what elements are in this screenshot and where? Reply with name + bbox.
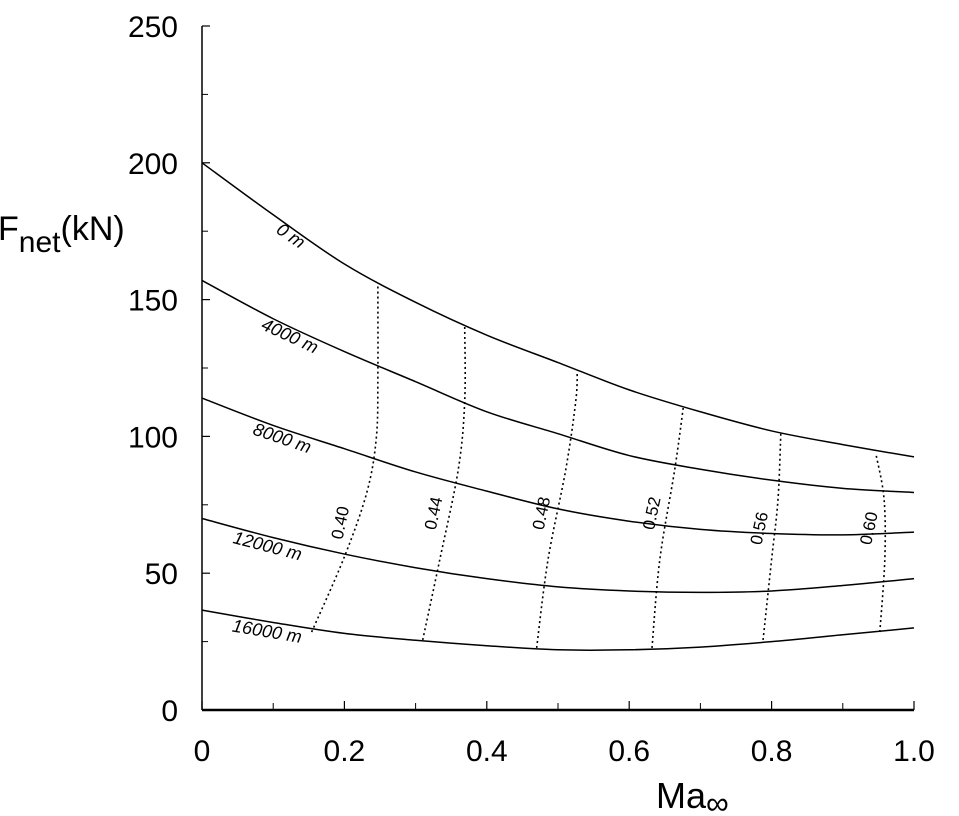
contour-line bbox=[535, 372, 579, 648]
series-line bbox=[201, 162, 915, 458]
contour-label: 0.56 bbox=[747, 510, 772, 546]
x-tick-label: 0.8 bbox=[751, 735, 793, 768]
series-line bbox=[201, 397, 915, 536]
x-tick-label: 0.6 bbox=[608, 735, 650, 768]
contour-label: 0.60 bbox=[856, 510, 881, 546]
series-line bbox=[201, 279, 915, 494]
x-tick-label: 1.0 bbox=[893, 735, 935, 768]
series-label: 16000 m bbox=[231, 616, 303, 647]
y-label-sub: net bbox=[19, 226, 61, 259]
y-tick-label: 100 bbox=[128, 421, 178, 454]
contour-line bbox=[875, 455, 887, 633]
contour-line bbox=[421, 326, 467, 641]
y-tick-label: 150 bbox=[128, 285, 178, 318]
series-label: 8000 m bbox=[251, 419, 314, 457]
contour-label: 0.48 bbox=[529, 495, 554, 531]
y-tick-label: 200 bbox=[128, 148, 178, 181]
x-tick-label: 0.2 bbox=[324, 735, 366, 768]
contour-line bbox=[310, 285, 379, 633]
x-label-sub: ∞ bbox=[706, 785, 729, 816]
y-label-unit: (kN) bbox=[61, 210, 125, 248]
series-label: 0 m bbox=[273, 219, 309, 253]
contour-label: 0.40 bbox=[328, 505, 353, 541]
series-label: 12000 m bbox=[231, 527, 304, 564]
y-tick-label: 250 bbox=[128, 11, 178, 44]
y-tick-label: 0 bbox=[161, 695, 178, 728]
x-label-main: Ma bbox=[656, 775, 707, 816]
y-tick-label: 50 bbox=[145, 558, 178, 591]
contour-label: 0.44 bbox=[421, 495, 446, 531]
series-label: 4000 m bbox=[259, 314, 322, 357]
x-tick-label: 0.4 bbox=[466, 735, 508, 768]
contour-line bbox=[762, 431, 782, 641]
y-label-main: F bbox=[0, 210, 19, 248]
y-axis-label: Fnet(kN) bbox=[0, 210, 125, 259]
series-line bbox=[201, 609, 915, 651]
x-tick-label: 0 bbox=[194, 735, 211, 768]
contour-line bbox=[651, 407, 685, 648]
x-axis-label: Ma∞ bbox=[656, 775, 729, 816]
series-line bbox=[201, 517, 915, 594]
